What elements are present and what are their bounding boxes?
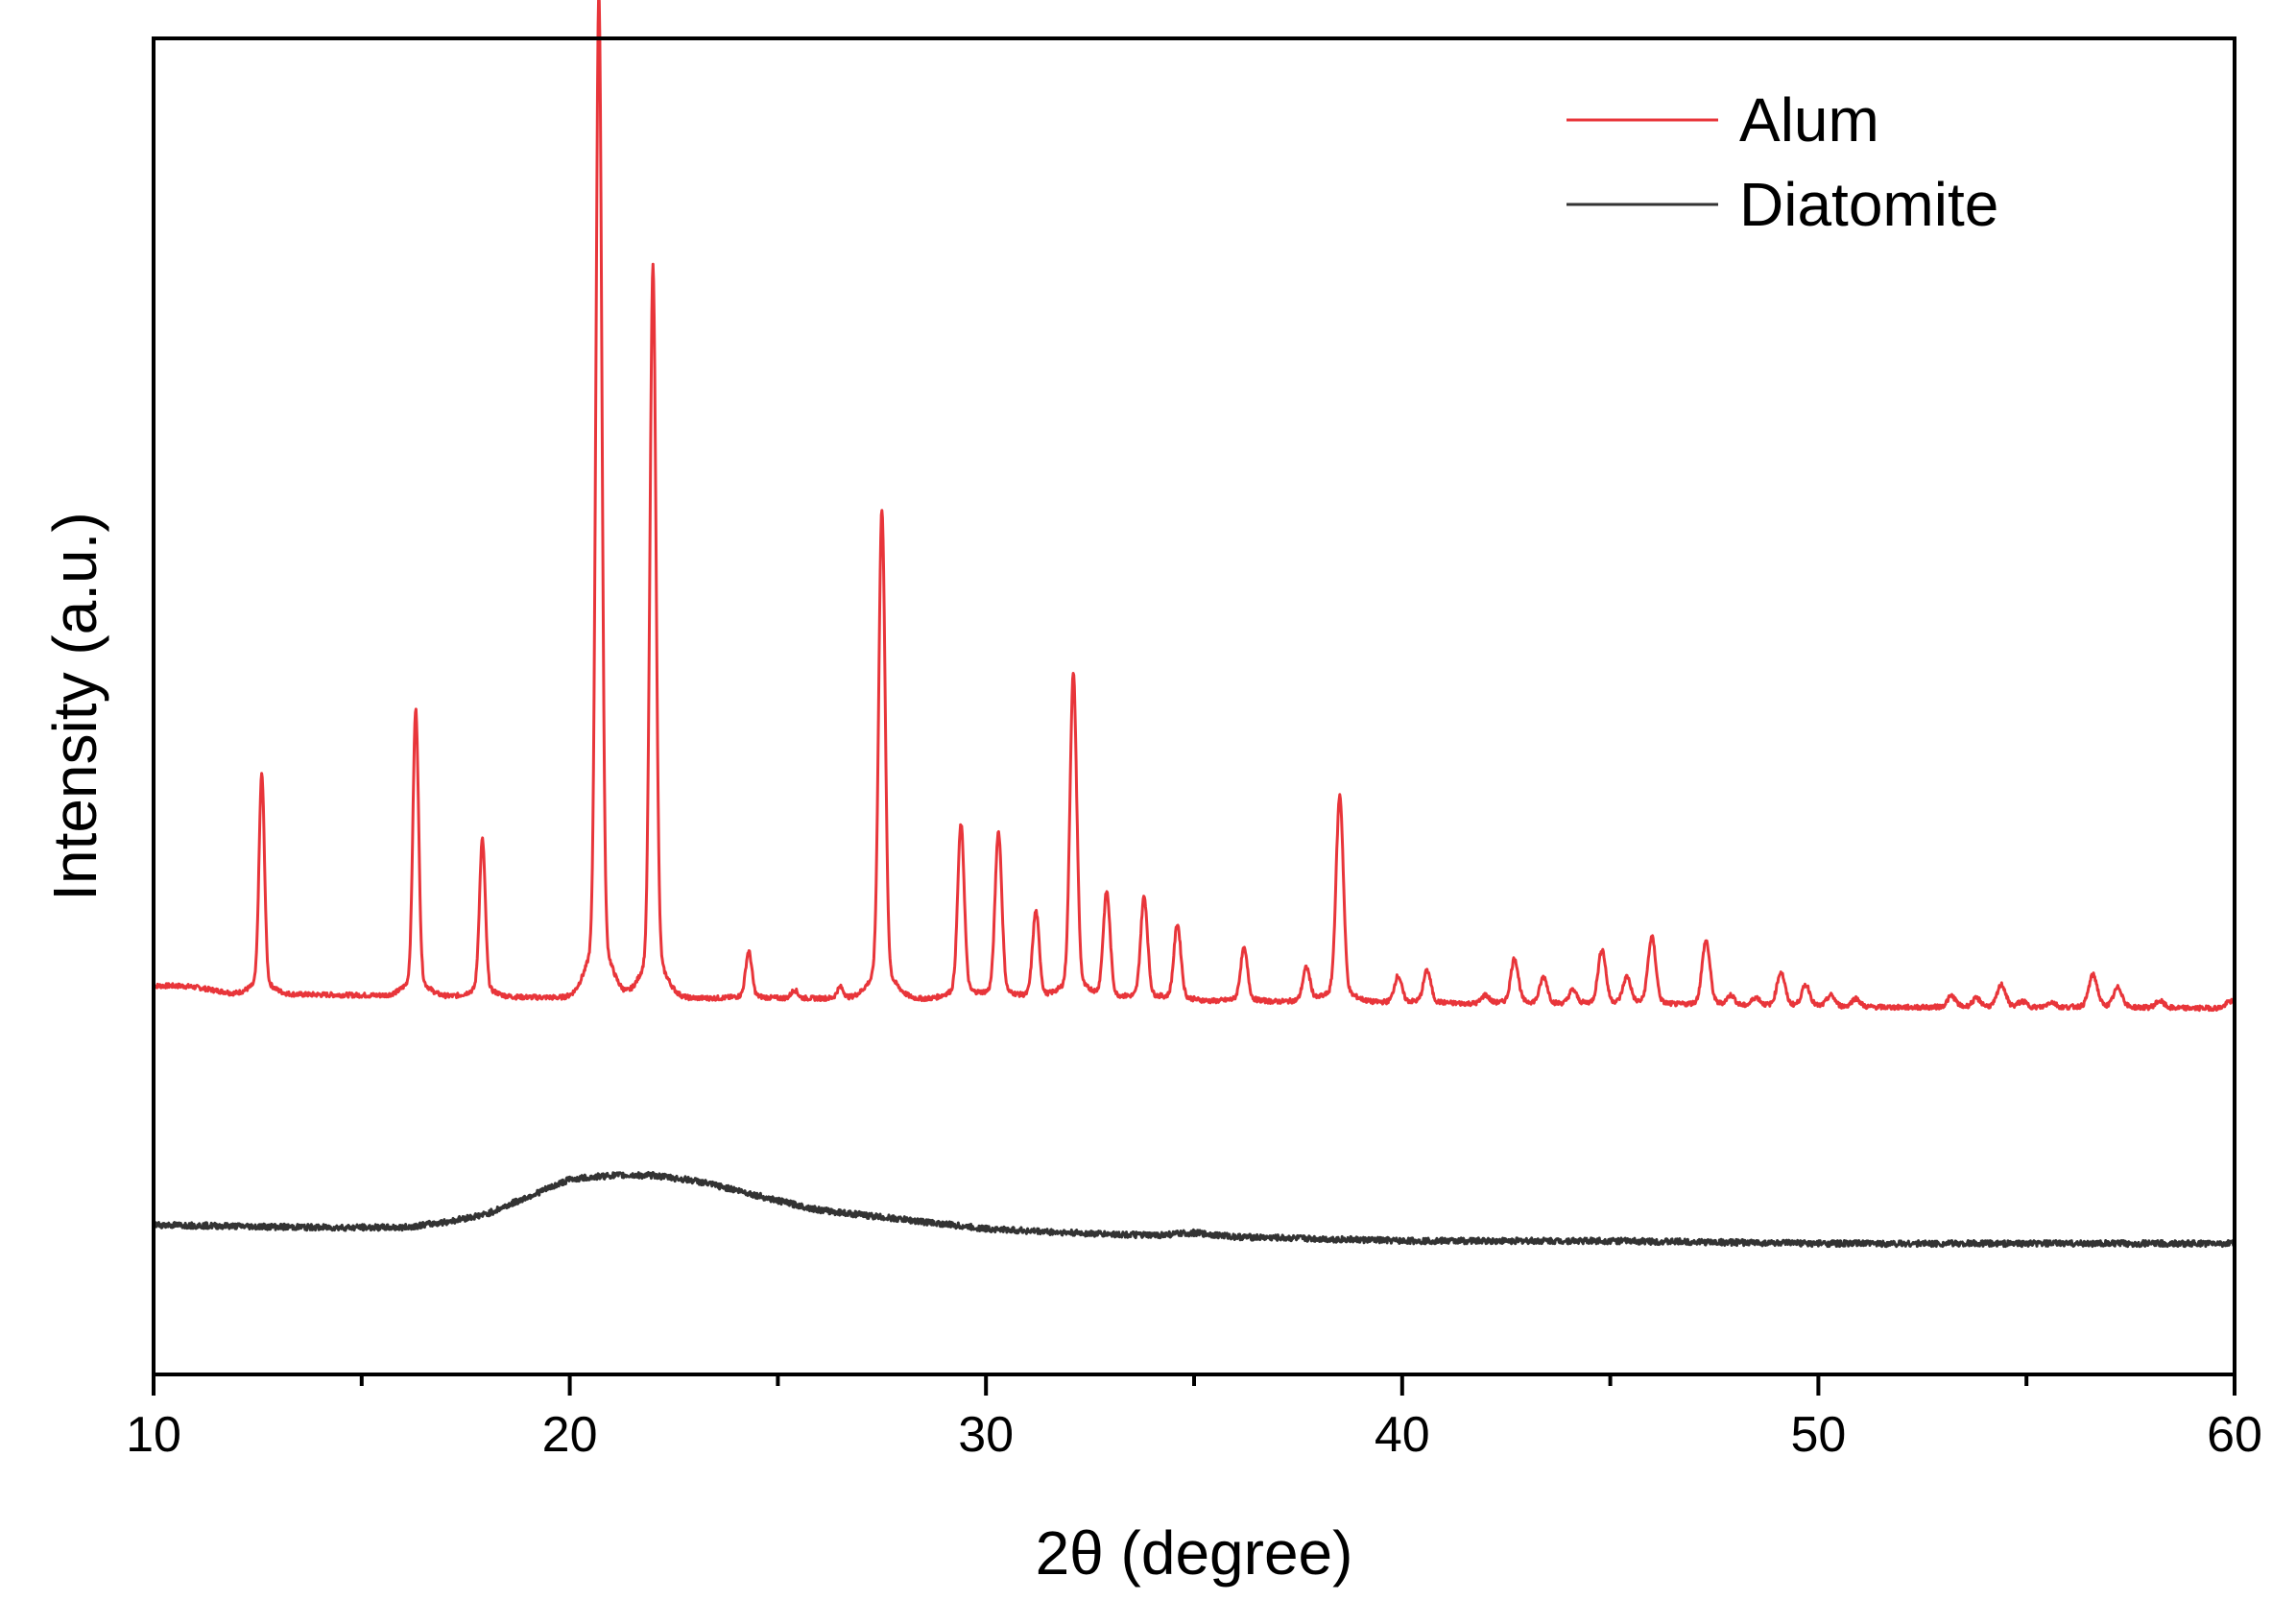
- x-axis: 10 20 30 40 50 60: [126, 1374, 2262, 1463]
- legend-label-alum: Alum: [1739, 85, 1879, 155]
- x-tick-label: 30: [958, 1407, 1014, 1463]
- legend: Alum Diatomite: [1567, 85, 1998, 239]
- x-tick-label: 60: [2207, 1407, 2262, 1463]
- y-axis-title: Intensity (a.u.): [40, 512, 109, 901]
- legend-label-diatomite: Diatomite: [1739, 170, 1998, 239]
- x-tick-label: 10: [126, 1407, 181, 1463]
- plot-area: [152, 0, 2236, 1249]
- series-line-alum: [153, 0, 2236, 1013]
- x-tick-label: 40: [1375, 1407, 1430, 1463]
- x-axis-title: 2θ (degree): [1036, 1518, 1353, 1588]
- x-tick-label: 20: [542, 1407, 598, 1463]
- x-tick-label: 50: [1790, 1407, 1846, 1463]
- series-line-diatomite: [152, 1171, 2236, 1249]
